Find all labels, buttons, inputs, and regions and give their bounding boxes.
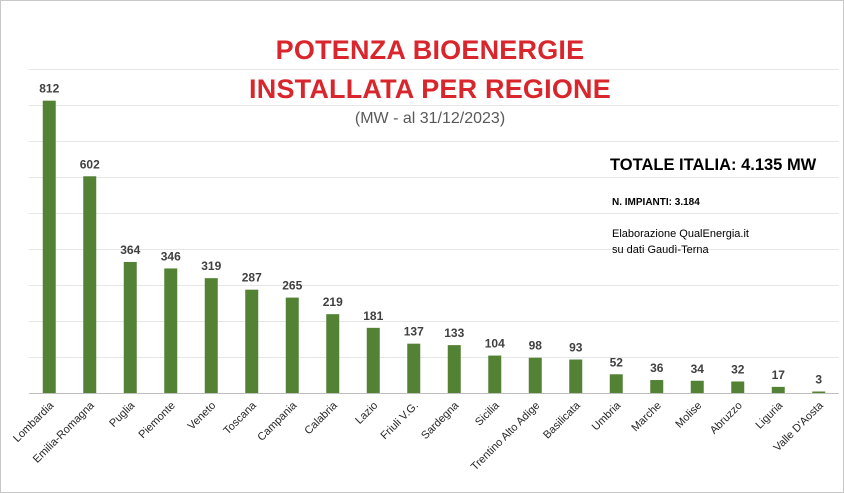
category-label: Liguria (754, 399, 786, 431)
category-label: Friuli V.G. (379, 400, 421, 442)
bar (609, 374, 623, 393)
category-label: Piemonte (137, 400, 178, 441)
chart-title-line2: INSTALLATA PER REGIONE (249, 74, 611, 104)
data-label: 133 (444, 326, 464, 340)
data-label: 34 (691, 362, 705, 376)
category-label: Trentino Alto Adige (469, 400, 542, 473)
data-label: 137 (404, 325, 424, 339)
bar (690, 380, 704, 393)
data-label: 17 (772, 368, 786, 382)
data-label: 3 (815, 373, 822, 387)
data-label: 104 (485, 337, 505, 351)
total-italia-label: TOTALE ITALIA: 4.135 MW (610, 156, 817, 174)
category-label: Abruzzo (708, 400, 745, 437)
bar (366, 327, 380, 393)
data-label: 346 (161, 249, 181, 263)
category-label: Lazio (353, 400, 380, 427)
data-label: 219 (323, 295, 343, 309)
bar (771, 386, 785, 393)
bar (447, 345, 461, 393)
category-label: Basilicata (541, 399, 583, 441)
data-label: 52 (610, 355, 624, 369)
category-label: Molise (673, 400, 704, 431)
data-label: 287 (242, 271, 262, 285)
bar (528, 357, 542, 393)
bar (164, 268, 178, 393)
bar (407, 343, 421, 393)
bar (488, 355, 502, 393)
bar (731, 381, 745, 393)
chart-title-line1: POTENZA BIOENERGIE (275, 35, 585, 65)
data-label: 364 (120, 243, 140, 257)
data-label: 602 (80, 157, 100, 171)
credit-line-1: Elaborazione QualEnergia.it (612, 228, 749, 240)
data-label: 98 (529, 339, 543, 353)
data-label: 181 (363, 309, 383, 323)
category-label: Calabria (302, 399, 340, 437)
category-label: Marche (629, 400, 663, 434)
data-label: 265 (282, 279, 302, 293)
category-label: Sardegna (419, 399, 462, 442)
category-label: Campania (255, 399, 300, 444)
bar (123, 261, 137, 393)
bar (285, 297, 299, 393)
bar (245, 289, 259, 393)
category-label: Sicilia (473, 399, 502, 428)
data-label: 319 (201, 259, 221, 273)
bar (569, 359, 583, 393)
data-label: 812 (39, 82, 59, 96)
plants-count-label: N. IMPIANTI: 3.184 (612, 197, 700, 208)
bar (83, 176, 97, 393)
category-label: Veneto (186, 400, 219, 433)
bar (812, 391, 826, 393)
data-label: 93 (569, 341, 583, 355)
bar (650, 380, 664, 393)
category-label: Toscana (221, 399, 259, 437)
data-label: 36 (650, 361, 664, 375)
bar (204, 278, 218, 393)
bar (42, 100, 56, 394)
credit-line-2: su dati Gaudì-Terna (612, 244, 709, 256)
category-label: Umbria (590, 399, 624, 433)
chart-subtitle: (MW - al 31/12/2023) (354, 110, 506, 127)
category-label: Puglia (107, 399, 138, 430)
bar (326, 314, 340, 393)
data-label: 32 (731, 362, 745, 376)
